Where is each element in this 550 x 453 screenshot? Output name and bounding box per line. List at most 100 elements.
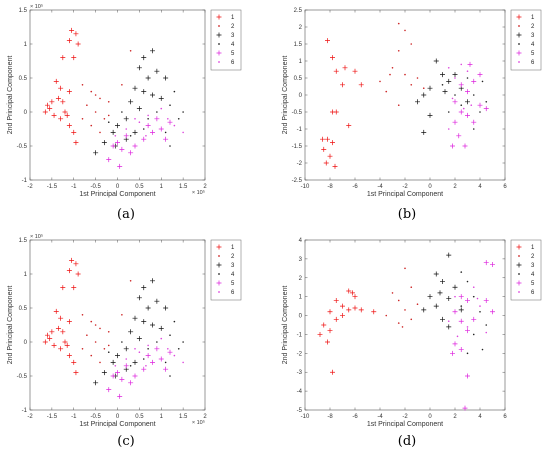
data-point — [110, 143, 116, 149]
data-point — [451, 97, 454, 100]
legend: 1 2 3 4 5 6 — [510, 9, 542, 71]
data-point — [119, 376, 125, 382]
data-point — [333, 297, 339, 303]
series-6 — [114, 107, 184, 137]
data-point — [110, 373, 116, 379]
data-point — [452, 72, 458, 78]
legend-label: 2 — [231, 24, 235, 30]
data-point — [142, 358, 145, 360]
y-tick-label: 0 — [299, 93, 303, 99]
y-tick-label: 1 — [24, 272, 28, 278]
data-point — [73, 140, 79, 146]
data-point — [433, 271, 439, 277]
data-point — [154, 298, 160, 304]
y-tick-label: 0 — [24, 340, 28, 346]
legend-label: 5 — [231, 51, 235, 57]
series-2 — [379, 22, 425, 106]
data-point — [323, 160, 329, 166]
data-point — [477, 102, 483, 108]
data-point — [427, 294, 433, 300]
data-point — [410, 318, 413, 321]
data-point — [55, 95, 61, 101]
series-4 — [460, 271, 488, 355]
data-point — [42, 109, 48, 115]
data-point — [472, 295, 475, 298]
data-point — [458, 347, 464, 353]
data-point — [325, 136, 330, 142]
y-tick-label: -1 — [297, 332, 303, 338]
y-tick-label: -3 — [297, 370, 303, 376]
data-point — [125, 128, 128, 130]
data-point — [99, 327, 101, 330]
data-point — [90, 90, 93, 93]
data-point — [472, 286, 475, 289]
series-3 — [415, 58, 470, 135]
data-point — [471, 316, 477, 322]
data-point — [460, 305, 463, 307]
data-point — [66, 319, 72, 325]
data-point — [81, 118, 84, 120]
series-1 — [42, 27, 81, 146]
x-axis-label: 1st Principal Component — [367, 421, 443, 428]
legend-label: 4 — [231, 272, 235, 278]
legend-label: 5 — [531, 51, 535, 57]
y-tick-label: -0.5 — [17, 374, 28, 380]
legend: 1 2 3 4 5 6 — [510, 239, 542, 301]
x-tick-label: 6 — [503, 184, 507, 190]
data-point — [410, 84, 413, 86]
data-point — [397, 104, 400, 106]
data-point — [145, 353, 151, 359]
y-tick-label: -0.5 — [292, 110, 303, 116]
legend-label: 5 — [531, 281, 535, 287]
data-point — [340, 82, 345, 88]
data-point — [141, 319, 147, 325]
data-point — [472, 333, 475, 336]
data-point — [450, 350, 455, 356]
data-point — [86, 334, 88, 337]
data-point — [81, 314, 84, 316]
data-point — [132, 359, 138, 365]
data-point — [115, 370, 120, 376]
data-point — [45, 332, 50, 338]
data-point — [462, 143, 468, 149]
y-tick-label: 1 — [24, 42, 28, 48]
data-point — [177, 118, 180, 120]
chart-panel: -2 -1.5 -1 -0.5 0 0.5 1 1.5 2 -1 -0.5 0 0.5 1 1.5 1st P… — [7, 233, 242, 428]
data-point — [169, 375, 171, 377]
legend-label: 3 — [231, 33, 235, 39]
data-point — [460, 104, 463, 106]
legend-box — [510, 239, 542, 301]
y-axis-label: 2nd Principal Component — [282, 56, 289, 135]
legend-label: 4 — [531, 42, 535, 48]
y-axis-label: 2nd Principal Component — [7, 286, 14, 365]
x-tick-label: -1.5 — [47, 184, 58, 190]
data-point — [452, 341, 458, 347]
data-point — [103, 348, 106, 350]
data-point — [397, 50, 400, 52]
x-axis-label: 1st Principal Component — [367, 191, 443, 198]
data-point — [66, 123, 72, 129]
legend-marker — [216, 14, 222, 20]
data-point — [340, 303, 345, 309]
data-point — [479, 310, 481, 313]
x-tick-label: 4 — [478, 414, 482, 420]
data-point — [471, 78, 477, 84]
data-point — [476, 297, 479, 300]
data-point — [94, 94, 97, 96]
data-point — [342, 65, 348, 71]
data-point — [154, 68, 160, 74]
series-3 — [93, 48, 169, 156]
series-2 — [81, 50, 132, 134]
data-point — [173, 90, 176, 93]
data-point — [481, 348, 484, 351]
data-point — [466, 352, 469, 355]
data-point — [71, 285, 77, 291]
data-point — [327, 309, 333, 315]
legend-marker — [518, 43, 520, 45]
data-point — [167, 119, 173, 125]
data-point — [333, 316, 339, 322]
y-tick-label: 0.5 — [19, 76, 28, 82]
data-point — [346, 288, 352, 294]
x-tick-label: -6 — [352, 414, 358, 420]
data-point — [150, 359, 155, 365]
